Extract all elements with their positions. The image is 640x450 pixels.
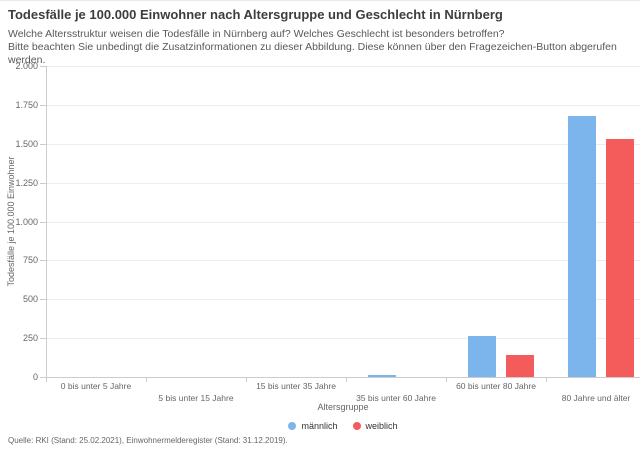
y-axis-tick xyxy=(40,221,46,223)
y-axis-tick xyxy=(40,182,46,184)
y-axis-tick xyxy=(40,377,46,378)
y-axis-tick-label: 500 xyxy=(22,294,38,305)
gridline xyxy=(47,143,640,145)
x-axis-tick xyxy=(346,378,347,382)
x-axis-label: 60 bis unter 80 Jahre xyxy=(456,381,536,391)
gridline xyxy=(47,182,640,184)
bar-männlich-5[interactable] xyxy=(568,116,596,377)
x-axis-label: 0 bis unter 5 Jahre xyxy=(60,381,132,391)
x-axis-title: Altersgruppe xyxy=(317,402,369,412)
x-axis-tick xyxy=(246,378,247,382)
y-axis-tick xyxy=(40,143,46,145)
bar-männlich-4[interactable] xyxy=(468,336,496,377)
y-axis-tick-label: 750 xyxy=(22,255,38,266)
legend-item-weiblich[interactable]: weiblich xyxy=(352,421,398,431)
bar-männlich-3[interactable] xyxy=(368,375,396,377)
legend-marker-weiblich xyxy=(352,422,361,430)
y-axis-tick-label: 1.750 xyxy=(15,99,38,110)
x-axis-tick xyxy=(546,378,547,382)
chart-title: Todesfälle je 100.000 Einwohner nach Alt… xyxy=(8,7,503,22)
x-axis-label: 5 bis unter 15 Jahre xyxy=(158,393,234,403)
source-note: Quelle: RKI (Stand: 25.02.2021), Einwohn… xyxy=(8,436,288,445)
y-axis-tick-label: 1.500 xyxy=(15,138,38,149)
y-axis-tick xyxy=(40,260,46,262)
y-axis-tick xyxy=(40,66,46,67)
y-axis-tick xyxy=(40,104,46,106)
bar-weiblich-5[interactable] xyxy=(606,139,634,377)
gridline xyxy=(47,338,640,340)
x-axis-line xyxy=(46,377,640,378)
x-axis-tick xyxy=(446,378,447,382)
gridline xyxy=(47,299,640,301)
legend-marker-männlich xyxy=(288,422,297,430)
gridline xyxy=(47,221,640,223)
y-axis-tick-label: 1.000 xyxy=(15,216,38,227)
legend-label: männlich xyxy=(301,421,338,431)
gridline xyxy=(47,260,640,262)
legend-item-männlich[interactable]: männlich xyxy=(288,421,338,431)
y-axis-tick-label: 2.000 xyxy=(15,61,38,71)
y-axis-tick xyxy=(40,299,46,301)
y-axis-tick-label: 1.250 xyxy=(15,177,38,188)
legend: männlich weiblich xyxy=(46,419,640,433)
y-axis-tick-label: 0 xyxy=(32,372,38,382)
y-axis-line xyxy=(46,66,47,378)
y-axis-tick-label: 250 xyxy=(22,333,38,344)
gridline xyxy=(47,66,640,67)
x-axis-tick xyxy=(146,378,147,382)
legend-label: weiblich xyxy=(365,421,398,431)
x-axis-tick xyxy=(46,378,47,382)
y-axis-tick xyxy=(40,338,46,340)
bar-weiblich-4[interactable] xyxy=(506,355,534,377)
x-axis-label: 35 bis unter 60 Jahre xyxy=(356,393,436,403)
x-axis-label: 80 Jahre und älter xyxy=(561,393,631,403)
gridline xyxy=(47,104,640,106)
chart-subtitle-line2: Bitte beachten Sie unbedingt die Zusatzi… xyxy=(8,41,617,66)
chart-subtitle-line1: Welche Altersstruktur weisen die Todesfä… xyxy=(8,28,505,40)
x-axis-label: 15 bis unter 35 Jahre xyxy=(256,381,336,391)
